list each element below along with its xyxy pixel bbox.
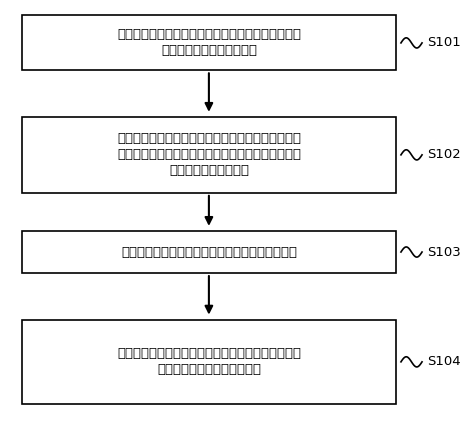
Text: S101: S101 bbox=[427, 36, 460, 49]
Text: 对通过预设检验的扫描数据和修复后的数据块进行图: 对通过预设检验的扫描数据和修复后的数据块进行图 bbox=[117, 348, 301, 360]
Text: 描数据包括至少两个数据块: 描数据包括至少两个数据块 bbox=[161, 45, 257, 57]
Text: 对没有通过预设检验的批次的扫描数据再进行至少一: 对没有通过预设检验的批次的扫描数据再进行至少一 bbox=[117, 132, 301, 145]
Text: S103: S103 bbox=[427, 246, 460, 259]
Bar bbox=[21, 15, 396, 70]
Bar bbox=[21, 231, 396, 273]
Text: 的所有坏数据块的定位: 的所有坏数据块的定位 bbox=[169, 164, 249, 178]
Text: S102: S102 bbox=[427, 149, 460, 161]
Text: 像重建，以生成目标医学图像: 像重建，以生成目标医学图像 bbox=[157, 363, 261, 376]
Bar bbox=[21, 320, 396, 404]
Text: 将扫描数据分批次进行预设检验，其中，每批次的扫: 将扫描数据分批次进行预设检验，其中，每批次的扫 bbox=[117, 28, 301, 42]
Text: S104: S104 bbox=[427, 355, 460, 369]
Text: 个层级的分批预设检验，直至完成该批次的扫描数据: 个层级的分批预设检验，直至完成该批次的扫描数据 bbox=[117, 149, 301, 161]
Bar bbox=[21, 117, 396, 193]
Text: 对定位的坏数据块进行修复以生成修复后的数据块: 对定位的坏数据块进行修复以生成修复后的数据块 bbox=[121, 246, 297, 259]
